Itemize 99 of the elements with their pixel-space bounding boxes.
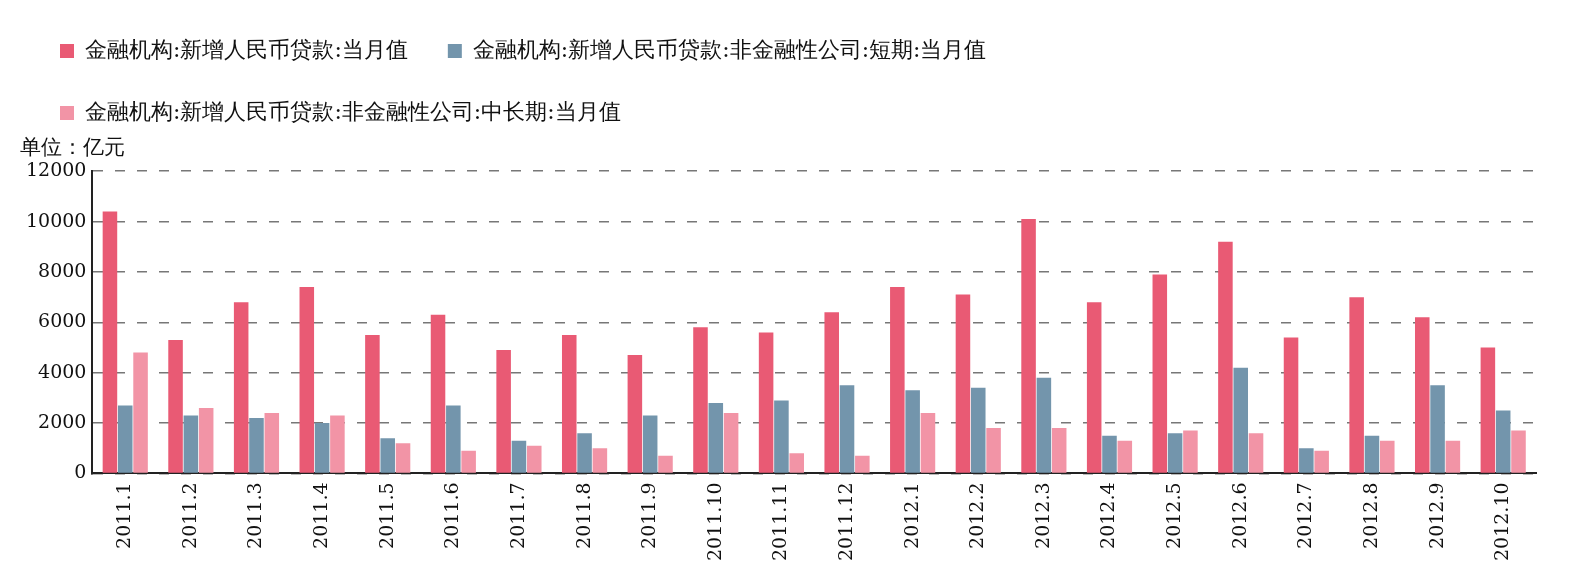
bar (986, 428, 1001, 473)
legend-label: 金融机构:新增人民币贷款:非金融性公司:短期:当月值 (472, 36, 987, 62)
bar (233, 302, 249, 473)
bar (1364, 435, 1380, 473)
bar (198, 407, 214, 473)
bar (183, 415, 199, 473)
bar (1349, 297, 1364, 473)
bar (1414, 317, 1430, 473)
x-tick-label: 2011.7 (505, 482, 528, 549)
bar (905, 390, 920, 473)
bar (102, 211, 118, 473)
x-tick-label: 2012.4 (1096, 482, 1119, 549)
x-tick-label: 2012.1 (899, 482, 922, 549)
bar (708, 402, 724, 473)
legend-label: 金融机构:新增人民币贷款:非金融性公司:中长期:当月值 (85, 98, 621, 124)
bar (723, 412, 739, 473)
bar (461, 450, 476, 473)
bar (117, 405, 133, 473)
bar (658, 455, 673, 473)
bar (1445, 440, 1461, 473)
bar (1036, 377, 1052, 473)
bar (314, 423, 330, 473)
bar (970, 387, 986, 473)
bar (855, 455, 870, 473)
y-axis-title: 单位：亿元 (20, 135, 125, 160)
x-tick-label: 2012.3 (1030, 482, 1053, 549)
x-tick-label: 2011.1 (112, 482, 135, 549)
bar (168, 339, 183, 473)
x-tick-label: 2012.9 (1424, 482, 1447, 549)
y-tick-label: 0 (74, 460, 87, 483)
bar (1218, 241, 1233, 473)
bar (1430, 385, 1445, 473)
bar (526, 445, 542, 473)
bar (1021, 219, 1036, 473)
y-tick-label: 12000 (25, 158, 87, 181)
y-tick-label: 10000 (25, 208, 87, 231)
bar (1283, 337, 1299, 473)
bar (592, 448, 608, 473)
bar (430, 314, 446, 473)
bar (380, 438, 395, 473)
x-tick-label: 2012.5 (1162, 482, 1185, 549)
legend-label: 金融机构:新增人民币贷款:当月值 (85, 36, 408, 62)
bar (824, 312, 839, 473)
bar (774, 400, 789, 473)
x-tick-label: 2011.2 (177, 482, 200, 549)
bar (758, 332, 774, 473)
bar (1167, 433, 1183, 473)
x-tick-label: 2012.2 (965, 482, 988, 549)
bar (1117, 440, 1133, 473)
bar (365, 334, 380, 473)
x-tick-label: 2012.10 (1490, 482, 1513, 562)
x-tick-label: 2012.6 (1227, 482, 1250, 549)
bar (1248, 433, 1264, 473)
y-tick-label: 4000 (38, 359, 87, 382)
bar (839, 385, 855, 473)
x-tick-label: 2011.3 (243, 482, 266, 549)
x-tick-label: 2011.8 (571, 482, 594, 549)
bar (1480, 347, 1496, 473)
bar (890, 287, 905, 473)
bar (1152, 274, 1168, 473)
x-tick-label: 2011.11 (768, 482, 791, 562)
x-tick-label: 2011.5 (374, 482, 397, 549)
bar (1380, 440, 1395, 473)
bar (133, 352, 148, 473)
bar (1511, 430, 1526, 473)
y-tick-label: 8000 (38, 258, 87, 281)
x-tick-label: 2012.7 (1293, 482, 1316, 549)
bar (642, 415, 658, 473)
x-tick-label: 2011.6 (440, 482, 463, 549)
bar (330, 415, 345, 473)
y-tick-label: 6000 (38, 309, 87, 332)
bar (1299, 448, 1314, 473)
bar (1495, 410, 1511, 473)
bar (789, 453, 804, 473)
x-tick-label: 2011.12 (833, 482, 856, 562)
bar (299, 287, 315, 473)
bar (627, 355, 643, 473)
bar (511, 440, 527, 473)
bar (1051, 428, 1067, 473)
bar (561, 334, 577, 473)
bar (1233, 367, 1248, 473)
bar (249, 418, 264, 473)
bar (920, 412, 936, 473)
y-tick-label: 2000 (38, 410, 87, 432)
x-tick-label: 2011.10 (702, 482, 725, 562)
bar (955, 294, 971, 473)
bar (1314, 450, 1329, 473)
bar (446, 405, 461, 473)
bar (1086, 302, 1102, 473)
bar (577, 433, 592, 473)
bar (496, 350, 511, 473)
x-tick-label: 2011.4 (309, 482, 332, 549)
x-tick-label: 2011.9 (637, 482, 660, 549)
bar (395, 443, 411, 473)
bar (693, 327, 708, 473)
bar (1102, 435, 1117, 473)
bar (264, 412, 280, 473)
x-tick-label: 2012.8 (1358, 482, 1381, 549)
bar (1183, 430, 1198, 473)
